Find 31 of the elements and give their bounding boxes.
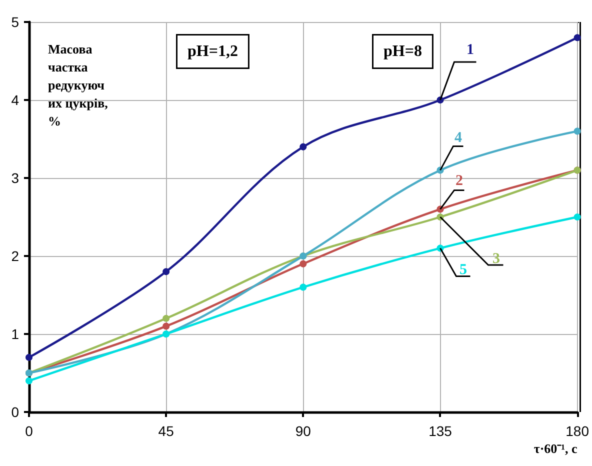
point: [162, 322, 170, 330]
y-tick-label: 5: [11, 14, 20, 30]
x-tick-label: 135: [428, 423, 452, 439]
y-tick-label: 2: [11, 248, 20, 264]
x-tick-label: 0: [25, 423, 34, 439]
point: [574, 34, 581, 42]
x-tick-label: 90: [295, 423, 312, 439]
x-axis-title: τ·60⁻¹, с: [534, 441, 578, 456]
x-tick-label: 45: [158, 423, 174, 439]
point: [26, 354, 32, 361]
series-label: 1: [466, 42, 474, 58]
series-label: 5: [459, 262, 467, 278]
point: [162, 268, 170, 276]
point: [300, 143, 307, 150]
series-label: 2: [455, 173, 463, 190]
point: [26, 377, 32, 384]
point: [574, 214, 581, 220]
y-tick-label: 3: [11, 170, 20, 186]
point: [574, 128, 581, 135]
annotation: pH=1,2: [188, 43, 238, 60]
point: [300, 260, 307, 268]
y-axis-title: Масова частка редукуючих цукрів, %: [48, 42, 112, 128]
text: 3: [492, 251, 500, 267]
y-tick-label: 0: [11, 404, 20, 420]
y-tick-label: 1: [11, 326, 20, 342]
series-label: 4: [454, 130, 462, 146]
point: [300, 284, 307, 291]
point: [162, 314, 170, 322]
y-tick-label: 4: [11, 92, 20, 108]
x-tick-label: 180: [566, 423, 590, 439]
annotation: pH=8: [384, 43, 422, 60]
